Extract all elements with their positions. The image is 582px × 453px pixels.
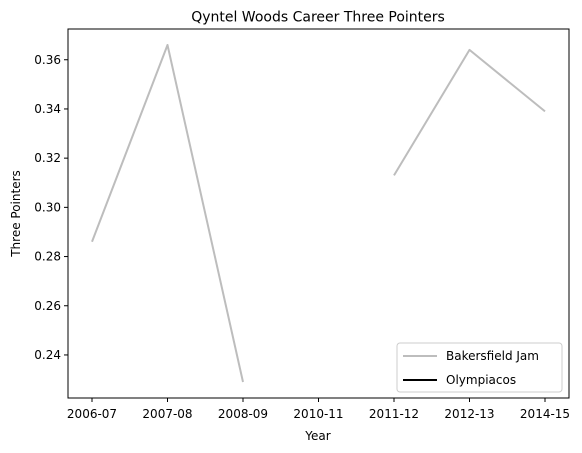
x-tick-label: 2014-15 [520,407,570,421]
series-line-bakersfield-jam [393,48,546,176]
y-axis-label: Three Pointers [9,170,23,258]
x-tick-label: 2010-11 [293,407,343,421]
legend: Bakersfield Jam Olympiacos [396,342,563,393]
y-tick-label: 0.32 [34,151,61,165]
chart-title: Qyntel Woods Career Three Pointers [191,10,445,26]
x-tick-label: 2007-08 [142,407,192,421]
y-tick-label: 0.30 [34,200,61,214]
x-tick-label: 2011-12 [369,407,419,421]
series-layer [91,43,546,383]
y-axis: 0.24 0.26 0.28 0.30 0.32 0.34 0.36 [34,53,68,362]
x-axis-label: Year [304,429,330,443]
x-tick-label: 2008-09 [218,407,268,421]
y-tick-label: 0.24 [34,348,61,362]
series-line-bakersfield-jam [91,43,244,383]
x-tick-label: 2006-07 [67,407,117,421]
y-tick-label: 0.34 [34,102,61,116]
y-tick-label: 0.36 [34,53,61,67]
x-tick-label: 2012-13 [444,407,494,421]
legend-label-bakersfield-jam: Bakersfield Jam [446,349,539,363]
x-axis: 2006-07 2007-08 2008-09 2010-11 2011-12 2012-… [67,398,570,421]
legend-label-olympiacos: Olympiacos [446,373,516,387]
y-tick-label: 0.28 [34,250,61,264]
legend-box [396,342,563,393]
y-tick-label: 0.26 [34,299,61,313]
